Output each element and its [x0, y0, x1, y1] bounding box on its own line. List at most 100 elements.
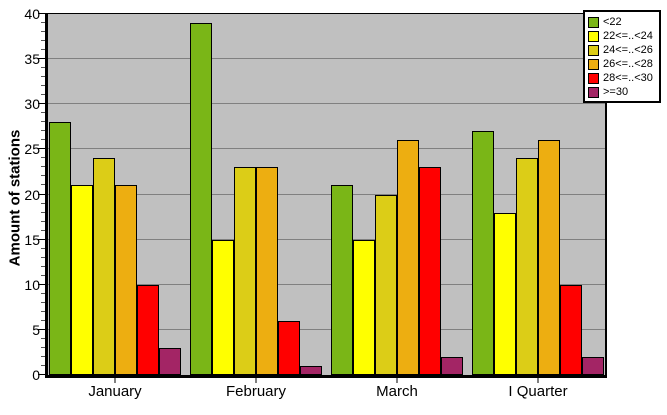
y-minor-tick-29	[41, 112, 45, 114]
x-tick-i-quarter	[537, 378, 539, 383]
bar-march->=30	[441, 356, 463, 375]
y-minor-tick-14	[41, 247, 45, 249]
bar-march-26<=..<28	[397, 140, 419, 375]
y-tick-label-0: 0	[32, 367, 40, 383]
bar-january-22<=..<24	[71, 185, 93, 375]
bar-january-24<=..<26	[93, 158, 115, 375]
y-major-tick-30	[38, 103, 45, 105]
bar-february-28<=..<30	[278, 320, 300, 375]
gridline-20	[48, 193, 605, 195]
legend-swatch	[588, 72, 599, 84]
bar-february-<22	[190, 23, 212, 375]
bar-i-quarter->=30	[582, 356, 604, 375]
y-minor-tick-34	[41, 67, 45, 69]
bars-container	[48, 14, 605, 375]
y-tick-label-5: 5	[32, 321, 40, 338]
legend-label: 22<=..<24	[603, 29, 653, 42]
gridline-35	[48, 58, 605, 60]
bar-march-<22	[331, 185, 353, 375]
y-minor-tick-28	[41, 121, 45, 123]
x-category-label-march: March	[376, 383, 418, 400]
bar-group-february	[190, 14, 322, 375]
y-minor-tick-33	[41, 76, 45, 78]
bar-january-28<=..<30	[137, 284, 159, 375]
y-major-tick-35	[38, 58, 45, 60]
y-minor-tick-38	[41, 31, 45, 33]
y-minor-tick-2	[41, 355, 45, 357]
y-minor-tick-1	[41, 364, 45, 366]
y-minor-tick-21	[41, 184, 45, 186]
y-tick-label-30: 30	[24, 96, 40, 113]
bar-january-26<=..<28	[115, 185, 137, 375]
y-minor-tick-7	[41, 310, 45, 312]
y-minor-tick-4	[41, 337, 45, 339]
y-tick-label-35: 35	[24, 51, 40, 68]
bar-february-24<=..<26	[234, 167, 256, 375]
y-tick-label-15: 15	[24, 231, 40, 248]
y-minor-tick-18	[41, 211, 45, 213]
y-tick-label-40: 40	[24, 6, 40, 22]
x-cell-february: February	[190, 378, 322, 401]
x-cell-i-quarter: I Quarter	[472, 378, 604, 401]
legend-swatch	[588, 86, 599, 98]
bar-january-<22	[49, 122, 71, 375]
y-minor-tick-32	[41, 85, 45, 87]
y-minor-tick-13	[41, 256, 45, 258]
x-tick-march	[396, 378, 398, 383]
bar-group-march	[331, 14, 463, 375]
y-minor-tick-36	[41, 49, 45, 51]
y-minor-tick-24	[41, 157, 45, 159]
x-category-label-january: January	[88, 383, 142, 400]
legend-label: 28<=..<30	[603, 71, 653, 84]
bar-i-quarter-26<=..<28	[538, 140, 560, 375]
y-minor-tick-37	[41, 40, 45, 42]
bar-march-24<=..<26	[375, 194, 397, 375]
legend-swatch	[588, 30, 599, 42]
bar-i-quarter-28<=..<30	[560, 284, 582, 375]
bar-i-quarter-22<=..<24	[494, 212, 516, 375]
bar-i-quarter-<22	[472, 131, 494, 375]
y-minor-tick-12	[41, 265, 45, 267]
legend-item: <22	[588, 15, 657, 29]
x-tick-january	[114, 378, 116, 383]
bar-group-i-quarter	[472, 14, 604, 375]
y-minor-tick-8	[41, 301, 45, 303]
gridline-10	[48, 283, 605, 285]
y-minor-tick-22	[41, 175, 45, 177]
legend-label: 26<=..<28	[603, 57, 653, 70]
legend-label: >=30	[603, 85, 629, 98]
legend-item: >=30	[588, 85, 657, 99]
y-minor-tick-3	[41, 346, 45, 348]
legend-swatch	[588, 58, 599, 70]
legend-item: 28<=..<30	[588, 71, 657, 85]
x-tick-february	[255, 378, 257, 383]
y-major-tick-10	[38, 283, 45, 285]
bar-i-quarter-24<=..<26	[516, 158, 538, 375]
y-major-tick-5	[38, 328, 45, 330]
bar-february-26<=..<28	[256, 167, 278, 375]
legend-item: 24<=..<26	[588, 43, 657, 57]
plot-area	[45, 13, 607, 378]
legend-swatch	[588, 44, 599, 56]
gridline-25	[48, 148, 605, 150]
y-minor-tick-31	[41, 94, 45, 96]
gridline-15	[48, 238, 605, 240]
legend: <22 22<=..<24 24<=..<26 26<=..<28 28<=..<30 >…	[583, 10, 661, 103]
x-axis-labels: January February March I Quarter	[48, 378, 605, 401]
bar-february->=30	[300, 365, 322, 375]
x-cell-march: March	[331, 378, 463, 401]
bar-february-22<=..<24	[212, 239, 234, 375]
y-minor-tick-16	[41, 229, 45, 231]
legend-item: 26<=..<28	[588, 57, 657, 71]
bar-january->=30	[159, 347, 181, 375]
gridline-30	[48, 103, 605, 105]
legend-swatch	[588, 16, 599, 28]
y-axis-ticks	[38, 13, 45, 375]
y-minor-tick-23	[41, 166, 45, 168]
x-cell-january: January	[49, 378, 181, 401]
y-major-tick-15	[38, 238, 45, 240]
legend-item: 22<=..<24	[588, 29, 657, 43]
bar-march-22<=..<24	[353, 239, 375, 375]
x-category-label-i-quarter: I Quarter	[508, 383, 568, 400]
